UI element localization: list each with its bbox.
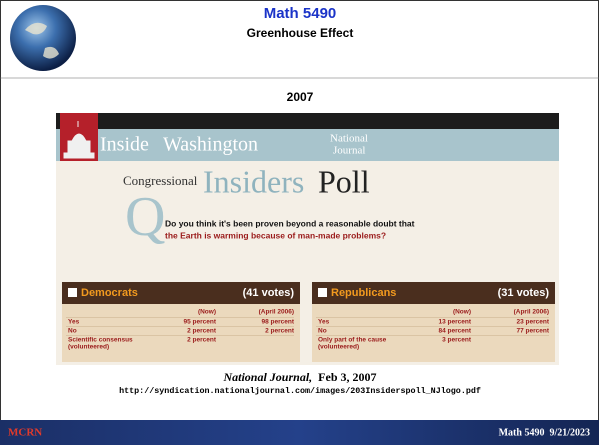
q-letter: Q — [125, 186, 165, 248]
cell-value: 98 percent — [261, 319, 294, 326]
row-label: Scientific consensus — [68, 337, 133, 344]
column-header: (Now) — [198, 309, 216, 316]
cell-value: 3 percent — [442, 337, 472, 344]
earth-image — [10, 5, 76, 71]
caption: National Journal, Feb 3, 2007 — [222, 370, 376, 384]
party-name: Democrats — [81, 287, 138, 299]
black-band — [56, 113, 559, 129]
column-header: (April 2006) — [514, 309, 549, 316]
caption-source: National Journal, — [222, 370, 312, 384]
row-label: (volunteered) — [68, 344, 109, 351]
banner-washington: Washington — [163, 134, 258, 156]
poll-insiders: Insiders — [203, 163, 304, 199]
logo-line: National — [330, 133, 368, 145]
slide-subtitle: Greenhouse Effect — [247, 26, 354, 40]
vote-count: (31 votes) — [498, 287, 550, 299]
cell-value: 77 percent — [516, 328, 549, 335]
row-label: No — [318, 328, 327, 335]
question-line: the Earth is warming because of man-made… — [165, 230, 386, 240]
table-icon — [318, 288, 327, 297]
page: Math 5490 Greenhouse Effect 2007 Inside … — [0, 0, 599, 445]
cell-value: 2 percent — [187, 328, 217, 335]
banner-inside: Inside — [100, 134, 149, 156]
caption-date: Feb 3, 2007 — [318, 370, 376, 384]
question-line: Do you think it's been proven beyond a r… — [165, 218, 415, 228]
cell-value: 95 percent — [183, 319, 216, 326]
slide: Math 5490 Greenhouse Effect 2007 Inside … — [0, 0, 599, 445]
party-name: Republicans — [331, 287, 396, 299]
row-label: No — [68, 328, 77, 335]
cell-value: 23 percent — [516, 319, 549, 326]
poll-image: Inside Washington National Journal Congr… — [56, 113, 559, 365]
cell-value: 2 percent — [187, 337, 217, 344]
cell-value: 2 percent — [265, 328, 295, 335]
column-header: (Now) — [453, 309, 471, 316]
vote-count: (41 votes) — [243, 287, 295, 299]
row-label: Only part of the cause — [318, 337, 387, 344]
cell-value: 13 percent — [438, 319, 471, 326]
slide-title: Math 5490 — [264, 5, 337, 22]
year-heading: 2007 — [287, 90, 314, 104]
cell-value: 84 percent — [438, 328, 471, 335]
footer-text: Math 5490 9/21/2023 — [499, 427, 590, 438]
column-header: (April 2006) — [259, 309, 294, 316]
row-label: Yes — [68, 319, 80, 326]
poll-word: Poll — [318, 163, 370, 199]
row-label: (volunteered) — [318, 344, 359, 351]
source-url: http://syndication.nationaljournal.com/i… — [119, 386, 481, 396]
logo-line: Journal — [333, 145, 365, 157]
table-icon — [68, 288, 77, 297]
row-label: Yes — [318, 319, 330, 326]
footer-logo: MCRN — [8, 427, 42, 439]
